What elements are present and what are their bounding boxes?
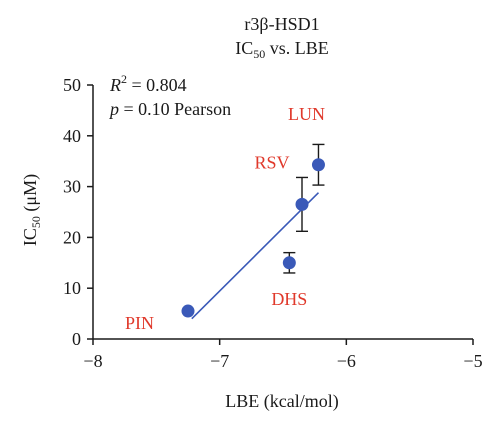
chart-title-line1: r3β-HSD1 [244,14,319,34]
y-tick-label: 50 [63,75,81,95]
r-squared-annotation: R2 = 0.804 [109,72,187,95]
x-tick-label: −5 [463,351,482,371]
point-label-rsv: RSV [254,152,289,172]
data-point-dhs [282,256,296,270]
point-label-dhs: DHS [271,289,307,309]
y-tick-label: 40 [63,126,81,146]
x-tick-label: −8 [83,351,102,371]
point-label-pin: PIN [125,313,154,333]
chart-title-line2: IC50 vs. LBE [235,38,329,61]
y-tick-label: 0 [72,329,81,349]
y-tick-label: 30 [63,177,81,197]
x-tick-label: −7 [210,351,229,371]
axes: 0 10 20 30 40 50 −8 −7 −6 −5 [63,75,483,371]
y-axis-label: IC50 (μM) [20,174,43,246]
data-layer: PIN DHS RSV LUN [125,104,325,333]
fit-line [191,192,320,320]
y-tick-label: 10 [63,278,81,298]
x-tick-label: −6 [337,351,356,371]
p-value-annotation: p = 0.10 Pearson [108,99,231,119]
data-point-rsv [295,197,309,211]
data-point-pin [181,304,195,318]
x-axis-label: LBE (kcal/mol) [225,391,338,412]
point-label-lun: LUN [288,104,325,124]
data-point-lun [311,158,325,172]
y-tick-label: 20 [63,227,81,247]
